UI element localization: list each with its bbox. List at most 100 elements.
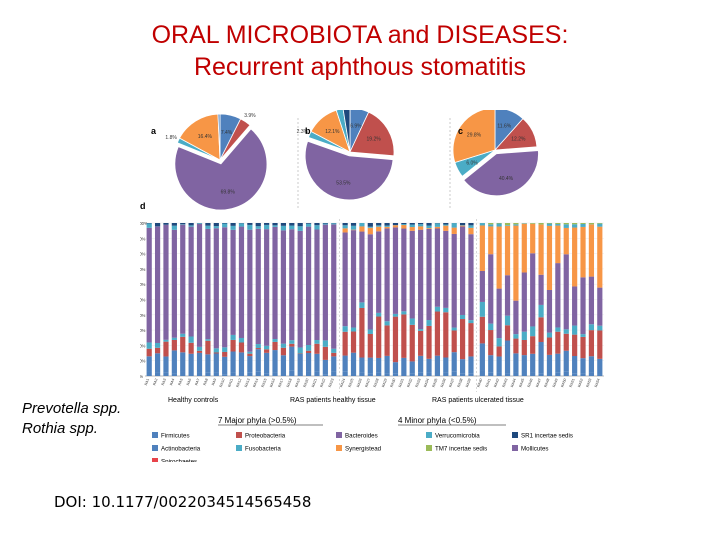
bar-ra26-bacteroides [359,231,365,303]
bar-ra25-firmicutes [350,352,357,374]
bar-ra46-proteobacteria [530,336,536,354]
bar-ra12-actinobacteria [238,372,245,376]
bar-ra31-verrucomicrobia [401,224,407,226]
x-tick-label: RA29 [381,378,388,388]
bar-ra5-proteobacteria [180,336,186,353]
bar-ra27-verrucomicrobia [367,226,373,228]
pie-a-label: 1.8% [165,135,177,141]
x-tick-label: RA2 [152,378,158,386]
bar-ra51-tm7-incertae-sedis [572,223,578,225]
x-tick-label: RA8 [203,378,209,386]
bar-ra52-bacteroides [580,277,586,335]
bar-ra51-verrucomicrobia [572,224,578,228]
bar-ra3-bacteroides [163,224,169,340]
bar-ra31-firmicutes [401,357,407,374]
bar-ra41-actinobacteria [488,372,494,376]
bar-ra10-actinobacteria [222,374,228,376]
x-tick-label: RA3 [161,378,167,386]
x-tick-label: RA50 [560,378,567,388]
bar-ra27-proteobacteria [367,333,373,358]
bar-ra28-fusobacteria [376,312,382,317]
pie-b-slice-bacteroides [304,140,394,201]
bar-ra16-sr1-incertae-sedis [272,223,278,226]
bar-ra31-fusobacteria [401,311,407,315]
bar-ra35-firmicutes [434,355,441,375]
bar-ra41-fusobacteria [488,323,494,331]
pie-b-slice-verrucomicrobia [335,110,351,153]
bar-ra9-actinobacteria [213,372,219,376]
bar-ra44-bacteroides [513,300,519,335]
bar-ra38-proteobacteria [459,319,466,360]
x-tick-label: RA43 [502,378,509,388]
x-tick-label: RA45 [518,378,525,388]
bar-ra42-actinobacteria [496,372,502,376]
bar-ra39-actinobacteria [468,373,474,376]
bar-ra47-tm7-incertae-sedis [538,223,544,225]
bar-ra36-sr1-incertae-sedis [443,223,449,225]
bar-ra18-fusobacteria [289,340,295,344]
bar-ra29-actinobacteria [384,373,390,376]
bar-ra53-actinobacteria [588,372,595,376]
group-label-3: RAS patients ulcerated tissue [432,397,524,404]
bar-ra36-bacteroides [443,230,449,308]
panel-letter-a: a [151,126,157,136]
bar-ra34-verrucomicrobia [426,225,432,229]
bar-ra34-actinobacteria [426,372,432,376]
bar-ra41-tm7-incertae-sedis [488,223,494,225]
bar-ra45-actinobacteria [521,373,527,376]
bar-ra7-actinobacteria [196,372,203,376]
bar-ra47-bacteroides [538,274,544,305]
bar-ra50-fusobacteria [563,329,569,334]
bar-ra18-actinobacteria [289,370,295,376]
x-tick-label: RA12 [236,378,243,388]
bar-ra46-firmicutes [530,353,536,373]
legend-swatch-synergistead [336,445,342,451]
y-tick-label: 90% [140,236,146,241]
pie-a-label: 3.9% [244,113,256,119]
bar-ra24-firmicutes [342,355,348,372]
bar-ra22-proteobacteria [322,346,328,360]
bar-ra21-firmicutes [314,353,320,372]
bar-ra43-tm7-incertae-sedis [504,223,511,226]
bar-ra34-sr1-incertae-sedis [426,223,432,226]
bar-ra50-actinobacteria [563,371,569,376]
legend-swatch-verrucomicrobia [426,432,432,438]
y-tick-label: 60% [140,282,146,287]
x-tick-label: RA51 [569,378,576,388]
bar-ra47-firmicutes [538,341,544,374]
bar-ra22-fusobacteria [322,340,328,347]
pie-c-slice-synergistead [452,110,496,163]
bar-ra28-synergistead [376,226,382,232]
x-tick-label: RA1 [144,378,150,386]
bar-ra33-proteobacteria [418,330,424,356]
bar-ra40-synergistead [479,225,485,271]
side-text-prevotella: Prevotella spp. [22,400,122,417]
bar-ra50-proteobacteria [563,333,569,351]
bar-ra54-verrucomicrobia [597,223,603,227]
bar-ra52-fusobacteria [580,334,586,337]
bar-ra15-actinobacteria [264,373,270,376]
bar-ra2-firmicutes [154,353,161,373]
bar-ra9-proteobacteria [213,352,219,354]
bar-ra20-sr1-incertae-sedis [305,223,312,224]
x-tick-label: RA39 [465,378,472,388]
bar-ra23-bacteroides [331,224,337,349]
bar-ra25-fusobacteria [350,327,357,332]
bar-ra37-proteobacteria [451,330,457,353]
bar-ra35-actinobacteria [434,374,441,376]
bar-ra4-sr1-incertae-sedis [171,223,177,226]
bar-ra38-synergistead [459,225,466,227]
bar-ra50-bacteroides [563,254,569,330]
bar-ra3-sr1-incertae-sedis [163,223,169,225]
bar-ra47-proteobacteria [538,317,544,342]
legend-swatch-bacteroides [336,432,342,438]
bar-ra23-proteobacteria [331,352,337,357]
bar-ra40-bacteroides [479,270,485,302]
x-tick-label: RA53 [586,378,593,388]
bar-ra50-synergistead [563,227,569,255]
bar-ra13-sr1-incertae-sedis [247,223,253,225]
legend-label-tm7-incertae-sedis: TM7 incertae sedis [435,446,487,453]
bar-ra32-fusobacteria [409,318,415,325]
bar-ra28-sr1-incertae-sedis [376,223,382,226]
bar-ra24-actinobacteria [342,371,348,376]
